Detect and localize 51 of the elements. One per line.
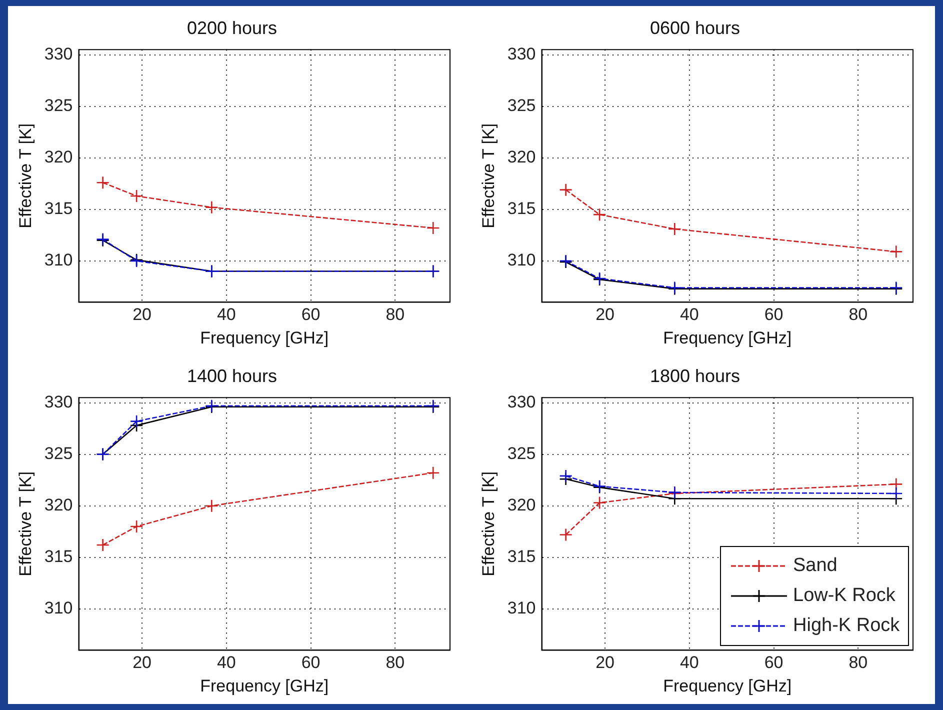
y-tick-label: 325: [44, 444, 73, 463]
chart-title: 0600 hours: [650, 18, 740, 38]
y-tick-label: 325: [507, 444, 536, 463]
y-tick-label: 310: [44, 250, 73, 270]
y-tick-label: 315: [44, 547, 73, 566]
x-tick-label: 40: [216, 653, 236, 672]
y-axis-title: Effective T [K]: [478, 123, 498, 228]
y-tick-label: 330: [44, 392, 73, 412]
x-tick-label: 40: [680, 653, 699, 672]
y-tick-label: 325: [44, 96, 73, 115]
x-axis-title: Frequency [GHz]: [663, 328, 792, 348]
x-tick-label: 20: [132, 305, 152, 324]
x-tick-label: 40: [216, 305, 236, 324]
y-tick-label: 330: [507, 392, 536, 412]
y-tick-label: 330: [44, 44, 73, 64]
x-axis-title: Frequency [GHz]: [663, 676, 792, 696]
y-tick-label: 320: [44, 148, 73, 167]
y-tick-label: 320: [507, 496, 536, 515]
y-tick-label: 310: [507, 598, 536, 618]
x-tick-label: 80: [386, 653, 405, 672]
y-tick-label: 310: [507, 250, 536, 270]
y-tick-label: 315: [507, 547, 536, 566]
y-tick-label: 330: [507, 44, 536, 64]
x-tick-label: 60: [764, 305, 784, 324]
y-tick-label: 315: [44, 199, 73, 218]
x-tick-label: 80: [848, 653, 868, 672]
x-tick-label: 60: [301, 653, 320, 672]
chart-title: 1400 hours: [186, 366, 278, 386]
y-axis-title: Effective T [K]: [16, 123, 35, 228]
x-tick-label: 20: [132, 653, 152, 672]
x-tick-label: 60: [301, 305, 320, 324]
x-tick-label: 40: [680, 305, 699, 324]
y-tick-label: 325: [507, 96, 536, 115]
x-tick-label: 80: [848, 305, 868, 324]
x-tick-label: 80: [386, 305, 405, 324]
chart-title: 1800 hours: [650, 366, 740, 386]
y-tick-label: 320: [44, 496, 73, 515]
x-axis-title: Frequency [GHz]: [200, 676, 329, 696]
x-tick-label: 60: [764, 653, 784, 672]
x-tick-label: 20: [596, 305, 615, 324]
chart-title: 0200 hours: [186, 18, 278, 38]
legend-label: High-K Rock: [793, 615, 900, 638]
legend-label: Low-K Rock: [793, 585, 896, 608]
x-tick-label: 20: [596, 653, 615, 672]
y-axis-title: Effective T [K]: [16, 471, 35, 576]
y-tick-label: 310: [44, 598, 73, 618]
y-tick-label: 315: [507, 199, 536, 218]
y-axis-title: Effective T [K]: [478, 471, 498, 576]
y-tick-label: 320: [507, 148, 536, 167]
x-axis-title: Frequency [GHz]: [200, 328, 329, 348]
legend-label: Sand: [793, 555, 838, 578]
